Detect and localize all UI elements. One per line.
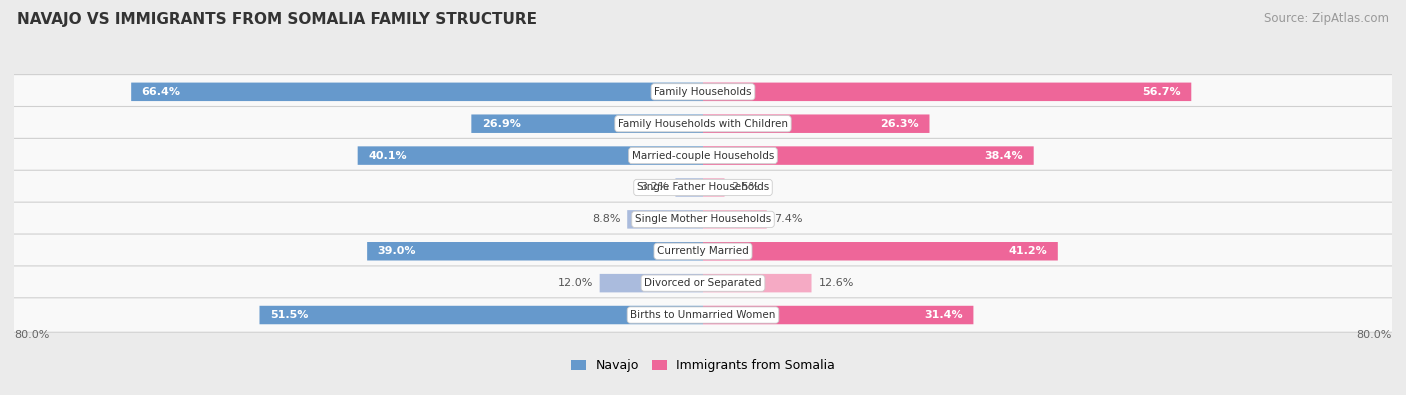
- FancyBboxPatch shape: [627, 210, 703, 229]
- Text: Single Mother Households: Single Mother Households: [636, 214, 770, 224]
- Text: 12.6%: 12.6%: [818, 278, 853, 288]
- Text: 51.5%: 51.5%: [270, 310, 308, 320]
- Text: NAVAJO VS IMMIGRANTS FROM SOMALIA FAMILY STRUCTURE: NAVAJO VS IMMIGRANTS FROM SOMALIA FAMILY…: [17, 12, 537, 27]
- FancyBboxPatch shape: [471, 115, 703, 133]
- FancyBboxPatch shape: [703, 274, 811, 292]
- FancyBboxPatch shape: [0, 170, 1406, 205]
- Text: 7.4%: 7.4%: [773, 214, 801, 224]
- FancyBboxPatch shape: [0, 138, 1406, 173]
- Text: 80.0%: 80.0%: [1357, 330, 1392, 340]
- FancyBboxPatch shape: [0, 234, 1406, 269]
- FancyBboxPatch shape: [0, 202, 1406, 237]
- Text: 80.0%: 80.0%: [14, 330, 49, 340]
- Text: Family Households with Children: Family Households with Children: [619, 119, 787, 129]
- FancyBboxPatch shape: [703, 242, 1057, 260]
- Text: 2.5%: 2.5%: [731, 182, 759, 192]
- Text: 66.4%: 66.4%: [142, 87, 180, 97]
- FancyBboxPatch shape: [703, 178, 724, 197]
- Text: Divorced or Separated: Divorced or Separated: [644, 278, 762, 288]
- Text: Family Households: Family Households: [654, 87, 752, 97]
- Text: Single Father Households: Single Father Households: [637, 182, 769, 192]
- FancyBboxPatch shape: [703, 83, 1191, 101]
- Text: Source: ZipAtlas.com: Source: ZipAtlas.com: [1264, 12, 1389, 25]
- FancyBboxPatch shape: [703, 210, 766, 229]
- Text: 38.4%: 38.4%: [984, 150, 1024, 161]
- Text: 40.1%: 40.1%: [368, 150, 406, 161]
- Text: 31.4%: 31.4%: [925, 310, 963, 320]
- FancyBboxPatch shape: [0, 107, 1406, 141]
- FancyBboxPatch shape: [357, 147, 703, 165]
- FancyBboxPatch shape: [703, 306, 973, 324]
- Text: 3.2%: 3.2%: [640, 182, 669, 192]
- Text: Births to Unmarried Women: Births to Unmarried Women: [630, 310, 776, 320]
- FancyBboxPatch shape: [0, 75, 1406, 109]
- FancyBboxPatch shape: [131, 83, 703, 101]
- Text: 8.8%: 8.8%: [592, 214, 620, 224]
- FancyBboxPatch shape: [260, 306, 703, 324]
- Text: 56.7%: 56.7%: [1142, 87, 1181, 97]
- Text: 26.3%: 26.3%: [880, 119, 920, 129]
- Text: 26.9%: 26.9%: [482, 119, 520, 129]
- FancyBboxPatch shape: [703, 115, 929, 133]
- Text: 12.0%: 12.0%: [557, 278, 593, 288]
- Text: Married-couple Households: Married-couple Households: [631, 150, 775, 161]
- Text: 39.0%: 39.0%: [377, 246, 416, 256]
- FancyBboxPatch shape: [367, 242, 703, 260]
- FancyBboxPatch shape: [0, 266, 1406, 300]
- Text: Currently Married: Currently Married: [657, 246, 749, 256]
- Text: 41.2%: 41.2%: [1008, 246, 1047, 256]
- FancyBboxPatch shape: [675, 178, 703, 197]
- Legend: Navajo, Immigrants from Somalia: Navajo, Immigrants from Somalia: [565, 354, 841, 377]
- FancyBboxPatch shape: [599, 274, 703, 292]
- FancyBboxPatch shape: [0, 298, 1406, 332]
- FancyBboxPatch shape: [703, 147, 1033, 165]
